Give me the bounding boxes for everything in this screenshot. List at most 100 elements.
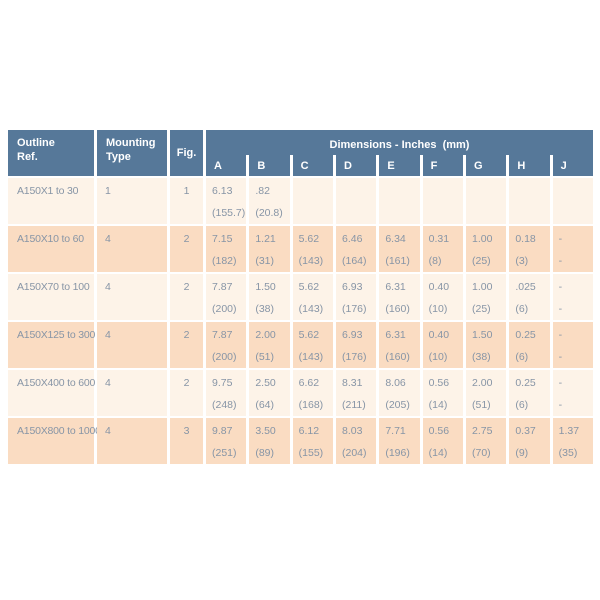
dim-value-inches: - xyxy=(558,377,563,389)
outline-ref-cell: A150X125 to 300 xyxy=(8,322,96,368)
dim-cell-F: 0.56 (14) xyxy=(422,370,463,416)
dim-value-inches: 0.25 xyxy=(515,329,536,341)
header-outline-ref-line2: Ref. xyxy=(17,151,38,163)
dim-cell-J: -- xyxy=(552,370,593,416)
dim-cell-H: 0.37 (9) xyxy=(509,418,550,464)
mounting-type-cell: 1 xyxy=(97,178,167,224)
mounting-type-text: 4 xyxy=(105,281,111,293)
dim-value-inches: 0.56 xyxy=(428,377,450,389)
dim-value-inches: 7.71 xyxy=(385,425,406,437)
dim-value-mm: (38) xyxy=(471,351,491,363)
dim-value-inches: 1.21 xyxy=(255,233,276,245)
dim-cell-G: 2.75 (70) xyxy=(465,418,507,464)
fig-cell: 1 xyxy=(170,178,203,224)
fig-cell: 2 xyxy=(170,274,203,320)
dim-value-inches: .82 xyxy=(255,185,270,197)
dim-value-inches: 0.56 xyxy=(428,425,450,437)
dim-value-mm: (160) xyxy=(385,351,410,363)
dim-value-inches: 7.15 xyxy=(212,233,233,245)
dim-value-mm: - xyxy=(558,255,563,267)
dim-cell-B: 1.50 (38) xyxy=(249,274,290,320)
dim-value-inches: 0.25 xyxy=(515,377,536,389)
dim-value-mm: (51) xyxy=(255,351,275,363)
dim-value-mm: (89) xyxy=(255,447,275,459)
dim-cell-B: 1.21 (31) xyxy=(249,226,290,272)
dim-value-inches: - xyxy=(558,281,563,293)
fig-text: 3 xyxy=(183,425,190,437)
dim-value-inches: 0.37 xyxy=(515,425,536,437)
dim-cell-E: 8.06 (205) xyxy=(379,370,420,416)
dim-value-mm: (200) xyxy=(212,351,237,363)
fig-text: 1 xyxy=(183,185,190,197)
dim-value-mm: (143) xyxy=(298,351,324,363)
dim-value-inches: 0.18 xyxy=(515,233,536,245)
dim-cell-E xyxy=(379,178,420,224)
dim-value-inches: 1.50 xyxy=(255,281,276,293)
dim-value-inches: 9.87 xyxy=(212,425,233,437)
dim-value-inches: 5.62 xyxy=(298,233,320,245)
outline-ref-cell: A150X10 to 60 xyxy=(8,226,94,272)
dim-value-mm: (176) xyxy=(341,303,367,315)
dim-cell-B: .82 (20.8) xyxy=(249,178,290,224)
dim-column-header-A: A xyxy=(206,155,247,176)
dim-cell-A: 7.87 (200) xyxy=(206,274,247,320)
dim-column-header-H: H xyxy=(509,155,550,176)
outline-ref-text: A150X800 to 1000 xyxy=(17,425,101,437)
mounting-type-cell: 4 xyxy=(97,226,167,272)
dim-cell-F: 0.40 (10) xyxy=(422,322,463,368)
dim-value-inches: 8.03 xyxy=(341,425,363,437)
dim-value-mm: (38) xyxy=(255,303,275,315)
dim-cell-B: 2.00 (51) xyxy=(249,322,290,368)
dim-value-inches: 6.13 xyxy=(212,185,233,197)
dim-value-mm: (64) xyxy=(255,399,275,411)
outline-ref-cell: A150X1 to 30 xyxy=(8,178,94,224)
mounting-type-text: 1 xyxy=(105,185,111,197)
fig-cell: 3 xyxy=(170,418,203,464)
dim-cell-G: 1.50 (38) xyxy=(465,322,507,368)
mounting-type-cell: 4 xyxy=(97,322,167,368)
dim-value-mm: (70) xyxy=(471,447,491,459)
dim-cell-A: 9.75 (248) xyxy=(206,370,247,416)
header-mounting-type-line1: Mounting xyxy=(106,137,156,149)
dim-value-mm: - xyxy=(558,399,563,411)
dim-cell-D: 8.03 (204) xyxy=(335,418,377,464)
dim-value-mm: (9) xyxy=(515,447,529,459)
dim-cell-G xyxy=(465,178,507,224)
dim-column-header-E: E xyxy=(379,155,420,176)
mounting-type-text: 4 xyxy=(105,329,111,341)
dim-column-header-F: F xyxy=(422,155,463,176)
dim-value-inches: 6.12 xyxy=(298,425,320,437)
dim-value-mm: (3) xyxy=(515,255,529,267)
dim-value-inches: 1.00 xyxy=(471,281,493,293)
mounting-type-cell: 4 xyxy=(97,370,167,416)
dim-cell-E: 6.31 (160) xyxy=(379,274,420,320)
header-dimensions-title: Dimensions - Inches (mm) xyxy=(329,139,470,151)
fig-text: 2 xyxy=(183,377,190,389)
dim-value-mm: (161) xyxy=(385,255,410,267)
dim-cell-E: 7.71 (196) xyxy=(379,418,420,464)
dim-value-inches: 0.40 xyxy=(428,281,450,293)
dim-cell-H: 0.25 (6) xyxy=(509,370,550,416)
dim-value-inches: 6.62 xyxy=(298,377,320,389)
header-outline-ref: Outline Ref. xyxy=(8,130,94,176)
dim-column-header-B: B xyxy=(249,155,290,176)
dim-value-mm: (8) xyxy=(428,255,442,267)
dim-value-mm: (196) xyxy=(385,447,410,459)
dim-value-inches: 6.31 xyxy=(385,281,406,293)
outline-ref-text: A150X125 to 300 xyxy=(17,329,96,341)
dim-cell-F: 0.56 (14) xyxy=(422,418,463,464)
header-mounting-type-line2: Type xyxy=(106,151,131,163)
dim-cell-D: 6.93 (176) xyxy=(335,322,377,368)
dim-cell-F: 0.31 (8) xyxy=(422,226,463,272)
fig-cell: 2 xyxy=(170,226,203,272)
dim-value-mm: (25) xyxy=(471,255,491,267)
dim-value-inches: 2.75 xyxy=(471,425,493,437)
outline-ref-cell: A150X400 to 600 xyxy=(8,370,95,416)
dim-cell-C: 6.62 (168) xyxy=(292,370,333,416)
dim-value-inches: 0.40 xyxy=(428,329,450,341)
dim-cell-D: 6.93 (176) xyxy=(335,274,377,320)
dim-value-mm: (164) xyxy=(341,255,367,267)
dim-value-mm: (204) xyxy=(341,447,367,459)
outline-ref-text: A150X70 to 100 xyxy=(17,281,90,293)
